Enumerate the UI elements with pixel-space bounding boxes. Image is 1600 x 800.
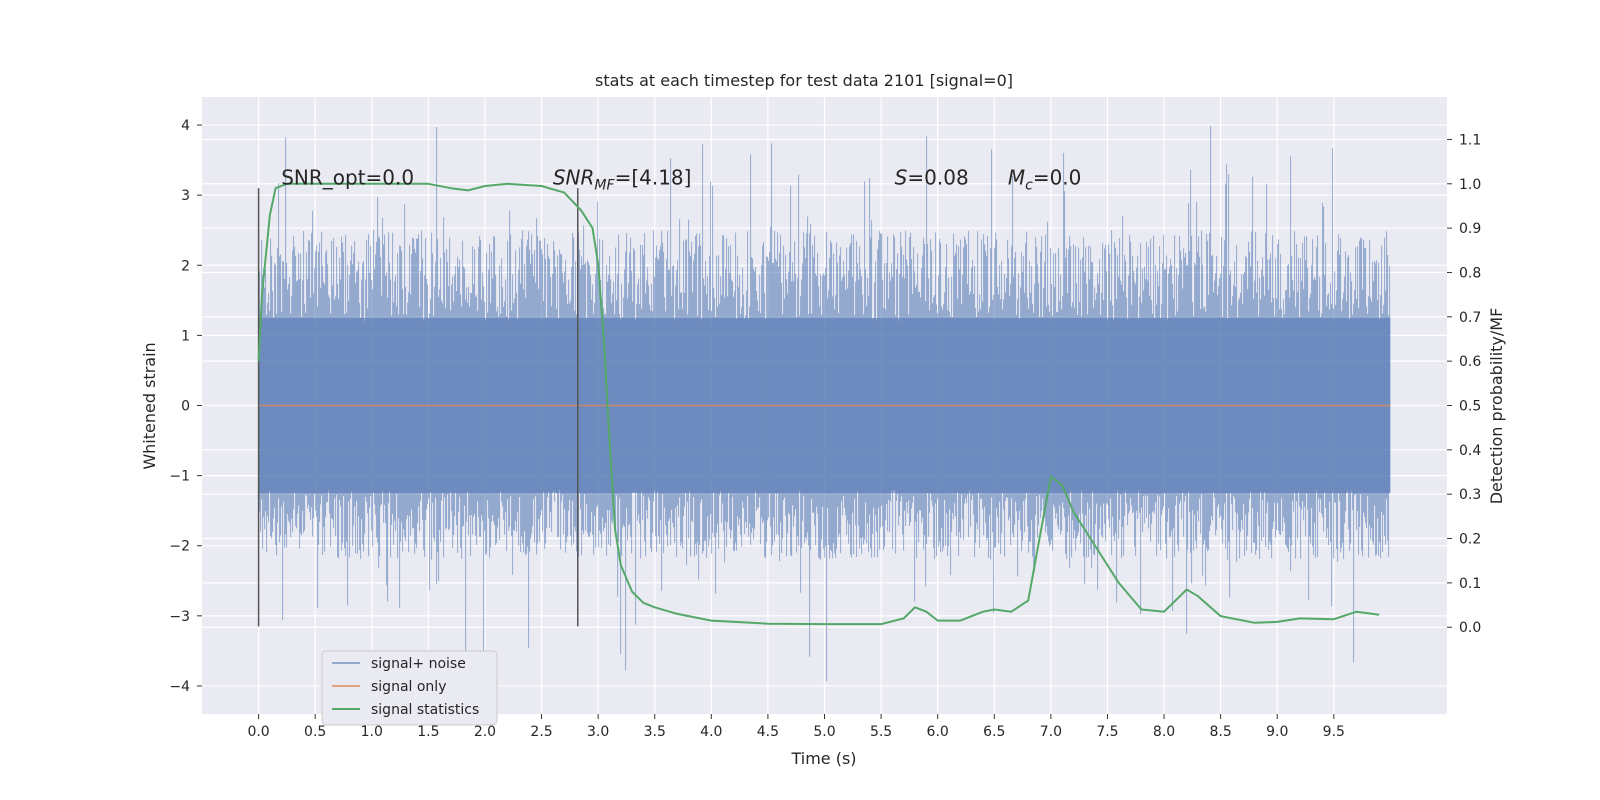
annotation: Mc=0.0 — [1008, 166, 1082, 194]
x-tick-label: 7.5 — [1096, 724, 1118, 740]
legend-label-signal-only: signal only — [371, 679, 446, 695]
ticks-layer: 0.0 0.5 1.0 1.5 2.0 2.5 3.0 3.5 4.0 4.5 5.0 5.5 6.0 6… — [169, 118, 1481, 740]
x-tick-label: 6.5 — [983, 724, 1005, 740]
x-tick-label: 1.0 — [361, 724, 383, 740]
y-left-tick-label: −4 — [169, 679, 190, 695]
x-tick-label: 7.0 — [1040, 724, 1062, 740]
y-right-tick-label: 0.1 — [1459, 576, 1481, 592]
y-left-tick-label: 3 — [181, 188, 190, 204]
y-left-tick-label: 2 — [181, 258, 190, 274]
legend-box — [321, 650, 498, 726]
x-tick-label: 3.5 — [644, 724, 666, 740]
y-axis-left-label: Whitened strain — [140, 342, 159, 469]
x-tick-label: 4.5 — [757, 724, 779, 740]
y-right-tick-label: 0.5 — [1459, 399, 1481, 415]
y-right-tick-label: 0.9 — [1459, 221, 1481, 237]
y-right-tick-label: 0.4 — [1459, 443, 1481, 459]
y-left-tick-label: 0 — [181, 399, 190, 415]
lines-layer — [257, 182, 1391, 627]
y-right-tick-label: 0.3 — [1459, 487, 1481, 503]
y-axis-right-label: Detection probability/MF — [1487, 308, 1506, 505]
x-tick-label: 5.5 — [870, 724, 892, 740]
y-right-tick-label: 0.8 — [1459, 265, 1481, 281]
x-tick-label: 3.0 — [587, 724, 609, 740]
y-right-tick-label: 1.0 — [1459, 177, 1481, 193]
x-tick-label: 9.0 — [1266, 724, 1288, 740]
y-left-tick-label: −3 — [169, 609, 190, 625]
y-right-tick-label: 1.1 — [1459, 132, 1481, 148]
annotation: SNR_opt=0.0 — [281, 166, 414, 190]
annotations-layer: SNR_opt=0.0 SNRMF=[4.18] S=0.08 Mc=0.0 — [281, 166, 1081, 194]
y-right-tick-label: 0.7 — [1459, 310, 1481, 326]
y-right-tick-label: 0.6 — [1459, 354, 1481, 370]
x-tick-label: 2.5 — [530, 724, 552, 740]
x-tick-label: 5.0 — [813, 724, 835, 740]
x-tick-label: 8.0 — [1153, 724, 1175, 740]
x-tick-label: 2.0 — [474, 724, 496, 740]
x-tick-label: 0.0 — [247, 724, 269, 740]
legend-label-signal-noise: signal+ noise — [371, 656, 466, 672]
x-tick-label: 6.0 — [927, 724, 949, 740]
legend: signal+ noise signal only signal statist… — [321, 650, 498, 726]
y-left-tick-label: 4 — [181, 118, 190, 134]
x-tick-label: 8.5 — [1210, 724, 1232, 740]
x-tick-label: 9.5 — [1323, 724, 1345, 740]
chart-title: stats at each timestep for test data 210… — [595, 71, 1013, 90]
y-right-tick-label: 0.2 — [1459, 532, 1481, 548]
annotation: SNRMF=[4.18] — [553, 166, 692, 194]
y-left-tick-label: −2 — [169, 539, 190, 555]
legend-label-signal-statistics: signal statistics — [371, 702, 479, 718]
signal-statistics-line — [257, 182, 1380, 626]
annotation: S=0.08 — [895, 166, 969, 190]
x-tick-label: 0.5 — [304, 724, 326, 740]
x-axis-label: Time (s) — [790, 749, 856, 768]
y-left-tick-label: 1 — [181, 328, 190, 344]
x-tick-label: 1.5 — [417, 724, 439, 740]
y-right-tick-label: 0.0 — [1459, 620, 1481, 636]
x-tick-label: 4.0 — [700, 724, 722, 740]
y-left-tick-label: −1 — [169, 469, 190, 485]
